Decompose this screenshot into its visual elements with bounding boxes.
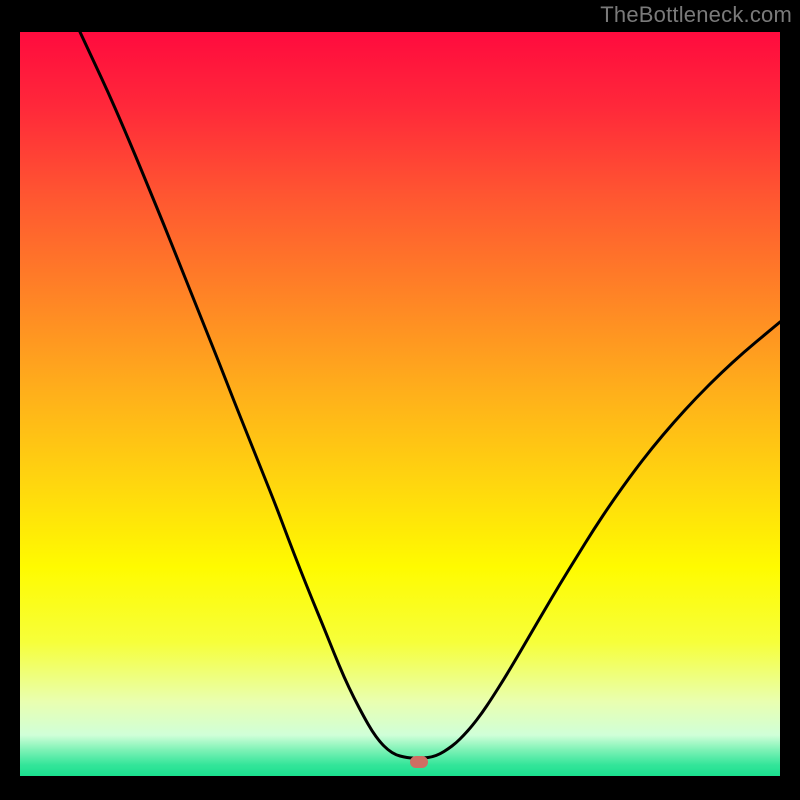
frame-border-left xyxy=(0,0,20,800)
frame-border-right xyxy=(780,0,800,800)
optimum-marker xyxy=(410,756,428,768)
frame-border-bottom xyxy=(0,776,800,800)
watermark-text: TheBottleneck.com xyxy=(600,2,792,28)
gradient-background xyxy=(20,32,780,776)
plot-svg xyxy=(20,32,780,776)
plot-area xyxy=(20,32,780,776)
